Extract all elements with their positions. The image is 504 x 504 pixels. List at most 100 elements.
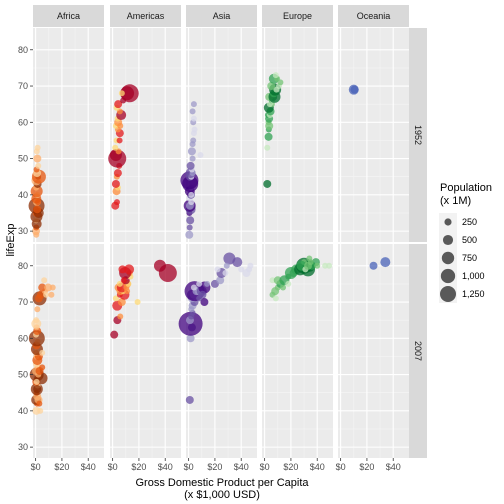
legend-size-key: [440, 286, 456, 302]
data-point: [117, 313, 124, 320]
y-tick-label: 50: [18, 154, 28, 164]
data-point: [36, 400, 43, 407]
data-point: [35, 162, 42, 169]
data-point: [186, 216, 195, 225]
data-point: [37, 407, 44, 414]
data-point: [49, 284, 56, 291]
y-tick-label: 70: [18, 81, 28, 91]
data-point: [264, 144, 271, 151]
data-point: [190, 137, 197, 144]
legend: 250 500 750 1,000 1,250: [439, 213, 485, 303]
strip-oceania: [338, 5, 409, 27]
data-point: [186, 224, 193, 231]
legend-size-key: [442, 234, 454, 246]
data-point: [189, 155, 196, 162]
data-point: [116, 280, 123, 287]
y-tick-label: 70: [18, 297, 28, 307]
x-tick-label: $40: [310, 462, 325, 472]
points: [269, 255, 333, 302]
data-point: [185, 395, 194, 404]
data-point: [33, 378, 40, 385]
points: [28, 144, 46, 238]
strip-americas: [110, 5, 181, 27]
panel-background: [338, 28, 409, 242]
legend-size-key: [441, 251, 455, 265]
x-axis-title-line-1: Gross Domestic Product per Capita: [135, 477, 309, 489]
x-axis-title-line-2: (x $1,000 USD): [184, 489, 260, 501]
data-point: [34, 294, 43, 303]
data-point: [114, 100, 123, 109]
data-point: [41, 277, 48, 284]
data-point: [113, 169, 122, 178]
strip-europe: [262, 5, 333, 27]
data-point: [196, 295, 203, 302]
data-point: [222, 270, 229, 277]
points: [28, 277, 56, 415]
data-point: [34, 306, 41, 313]
legend-label: 250: [462, 217, 477, 227]
data-point: [39, 349, 46, 356]
data-point: [216, 276, 225, 285]
data-point: [350, 85, 359, 94]
x-tick-label: $20: [359, 462, 374, 472]
legend-label: 500: [462, 235, 477, 245]
data-point: [118, 90, 125, 97]
data-point: [33, 205, 42, 214]
data-point: [113, 199, 120, 206]
data-point: [124, 288, 131, 295]
panel-background: [338, 244, 409, 458]
column-strip-headers: Africa Americas Asia Europe Oceania: [33, 5, 409, 27]
data-point: [269, 277, 276, 284]
data-point: [190, 115, 197, 122]
data-point: [116, 137, 123, 144]
panel-background: [186, 28, 257, 242]
axis-ticks: 30 40 50 60 70 80 30 40 50 60 70 80 $0 $20 $40 $0 $20 $40…: [18, 45, 401, 472]
data-point: [186, 161, 195, 170]
data-point: [112, 295, 119, 302]
x-tick-label: $0: [260, 462, 270, 472]
panel-asia-1952: [180, 28, 257, 242]
data-point: [191, 126, 198, 133]
data-point: [285, 280, 292, 287]
x-tick-label: $0: [31, 462, 41, 472]
strip-label-year-1952: 1952: [413, 125, 423, 145]
data-point: [247, 262, 254, 269]
data-point: [34, 144, 41, 151]
data-point: [120, 86, 135, 101]
data-point: [33, 154, 42, 163]
data-point: [188, 191, 195, 198]
legend-size-key: [440, 268, 456, 284]
legend-label: 1,250: [462, 289, 485, 299]
data-point: [187, 147, 196, 156]
data-point: [38, 283, 47, 292]
strip-label-oceania: Oceania: [357, 11, 391, 21]
data-point: [190, 101, 197, 108]
data-point: [272, 72, 279, 79]
panel-europe-1952: [262, 28, 333, 242]
panel-americas-1952: [108, 28, 181, 242]
data-point: [197, 151, 204, 158]
data-point: [120, 277, 127, 284]
data-point: [267, 82, 276, 91]
points: [108, 84, 139, 210]
strip-label-europe: Europe: [283, 11, 312, 21]
data-point: [44, 283, 53, 292]
data-point: [134, 299, 141, 306]
panel-background: [262, 28, 333, 242]
strip-year-1952: [409, 28, 427, 242]
panel-background: [33, 28, 104, 242]
y-tick-label: 30: [18, 226, 28, 236]
data-point: [186, 334, 195, 343]
y-tick-label: 40: [18, 406, 28, 416]
data-point: [314, 262, 321, 269]
data-point: [264, 132, 273, 141]
points: [348, 84, 359, 95]
y-axis-title: lifeExp: [5, 223, 17, 256]
strip-label-asia: Asia: [213, 11, 231, 21]
points: [369, 257, 391, 270]
data-point: [214, 266, 221, 273]
y-tick-label: 30: [18, 442, 28, 452]
data-point: [28, 330, 45, 347]
x-tick-label: $40: [81, 462, 96, 472]
